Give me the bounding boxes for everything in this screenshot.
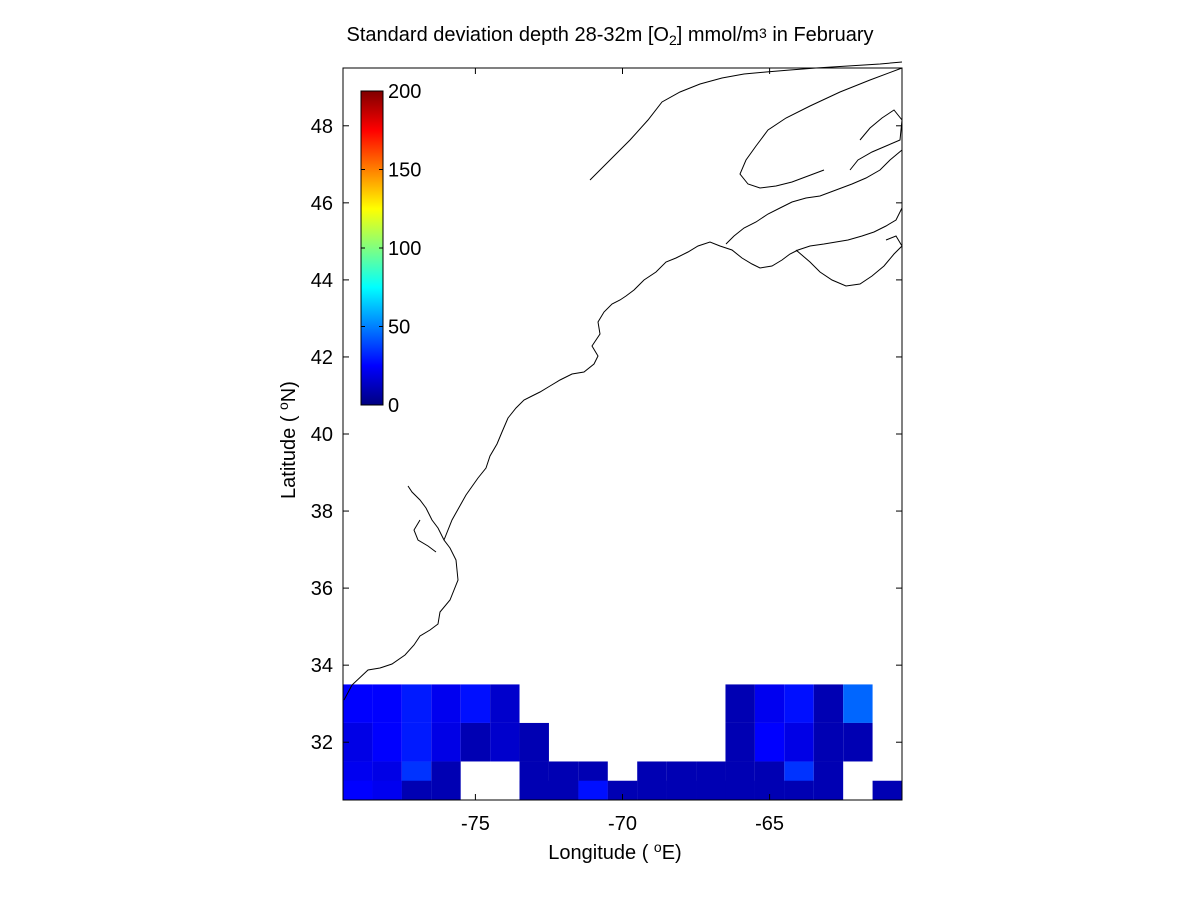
heatmap-cell-43	[372, 780, 402, 800]
y-tick-label: 40	[311, 424, 333, 446]
y-axis-label: Latitude ( oN)	[275, 381, 300, 499]
heatmap-cell-7	[725, 684, 755, 723]
heatmap-cell-49	[637, 780, 667, 800]
heatmap-cell-54	[784, 780, 814, 800]
heatmap-cell-3	[431, 684, 461, 723]
colorbar-tick-label: 100	[388, 238, 421, 260]
heatmap-cell-18	[490, 722, 520, 762]
heatmap-cell-15	[401, 722, 432, 762]
y-tick-label: 34	[311, 655, 333, 677]
coastline-gulf-st-lawrence	[725, 67, 903, 245]
y-tick-label: 38	[311, 501, 333, 523]
heatmap-cell-48	[607, 780, 638, 800]
heatmap-cell-41	[813, 761, 844, 800]
colorbar-tick-label: 150	[388, 160, 421, 182]
heatmap-cell-42	[343, 780, 373, 800]
chart-title: Standard deviation depth 28-32m [O2] mmo…	[346, 24, 874, 48]
x-axis-label: Longitude ( oE)	[548, 839, 682, 864]
colorbar-tick-label: 200	[388, 81, 421, 103]
heatmap-cell-19	[519, 722, 549, 762]
heatmap-cell-52	[725, 780, 755, 800]
heatmap-cell-14	[372, 722, 402, 762]
heatmap-cell-16	[431, 722, 461, 762]
heatmap-cell-24	[843, 722, 873, 762]
coastline-us-east	[343, 207, 903, 701]
heatmap-cell-50	[666, 780, 697, 800]
heatmap-cell-55	[872, 780, 902, 800]
colorbar-tick-label: 0	[388, 395, 399, 417]
heatmap-cell-22	[784, 722, 814, 762]
heatmap-cell-47	[578, 780, 608, 800]
heatmap-cell-10	[813, 684, 844, 723]
heatmap-cell-9	[784, 684, 814, 723]
y-tick-label: 32	[311, 732, 333, 754]
y-tick-label: 44	[311, 270, 333, 292]
colorbar: 0 50 100 150 200	[360, 81, 421, 417]
heatmap-cell-5	[490, 684, 520, 723]
heatmap-cell-4	[460, 684, 491, 723]
y-tick-label: 48	[311, 116, 333, 138]
colorbar-tick-label: 50	[388, 317, 410, 339]
coastline-newfoundland	[849, 109, 903, 171]
coastline	[343, 61, 903, 701]
x-tick-label: -75	[461, 813, 490, 835]
heatmap-cell-2	[401, 684, 432, 723]
x-tick-label: -70	[608, 813, 637, 835]
axes: -75 -70 -65 32 34 36 38 40 42 44 46 48	[311, 67, 903, 835]
heatmap-cell-51	[696, 780, 726, 800]
coastline-quebec-north	[589, 61, 903, 181]
heatmap-cell-44	[401, 780, 432, 800]
heatmap-cell-20	[725, 722, 755, 762]
heatmap-cell-46	[548, 780, 579, 800]
y-tick-label: 36	[311, 578, 333, 600]
coastline-nova-scotia	[795, 235, 903, 287]
heatmap-cell-8	[754, 684, 785, 723]
heatmap-cell-21	[754, 722, 785, 762]
heatmap-cell-53	[754, 780, 785, 800]
heatmap-cell-45	[519, 780, 549, 800]
heatmap-cell-11	[843, 684, 873, 723]
heatmap-cell-17	[460, 722, 491, 762]
y-tick-label: 46	[311, 193, 333, 215]
heatmap-cell-28	[431, 761, 461, 800]
heatmap-cell-0	[343, 684, 373, 723]
heatmap-cells	[343, 684, 902, 800]
heatmap-cell-23	[813, 722, 844, 762]
coastline-chesapeake	[407, 485, 445, 553]
y-tick-label: 42	[311, 347, 333, 369]
heatmap-cell-1	[372, 684, 402, 723]
x-tick-label: -65	[755, 813, 784, 835]
